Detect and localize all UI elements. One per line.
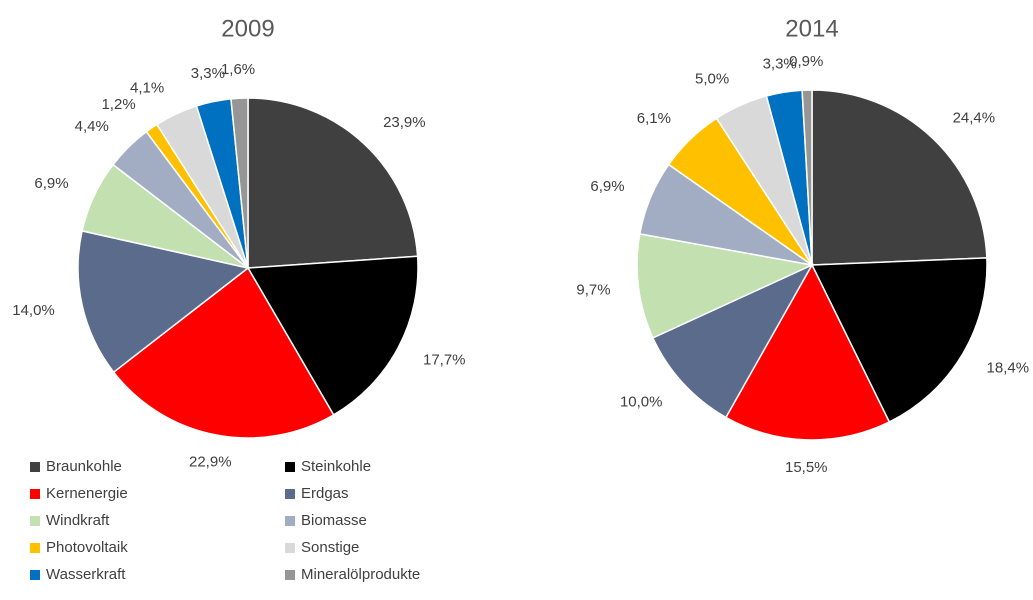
pie-slice — [636, 233, 815, 339]
data-label: 1,2% — [101, 96, 135, 113]
data-label: 9,7% — [576, 281, 610, 298]
legend-swatch — [285, 516, 295, 526]
legend-swatch — [285, 570, 295, 580]
pie-slice — [810, 257, 988, 423]
legend-swatch — [285, 489, 295, 499]
pie-slice — [246, 255, 419, 416]
legend-label: Braunkohle — [46, 458, 122, 475]
data-label: 3,3% — [191, 65, 225, 82]
pie-slice — [77, 230, 250, 374]
data-label: 6,9% — [34, 175, 68, 192]
pie-slice — [724, 263, 891, 441]
data-label: 24,4% — [953, 110, 996, 127]
pie-slice — [247, 97, 419, 269]
data-label: 15,5% — [785, 459, 828, 476]
legend-swatch — [30, 516, 40, 526]
legend-swatch — [30, 570, 40, 580]
pie-slice — [651, 263, 814, 419]
data-label: 18,4% — [987, 360, 1030, 377]
chart-title: 2014 — [785, 15, 838, 42]
legend-swatch — [285, 543, 295, 553]
pie-slice — [811, 89, 988, 266]
legend-swatch — [30, 489, 40, 499]
data-label: 23,9% — [383, 114, 426, 131]
legend-label: Wasserkraft — [46, 566, 126, 583]
legend-swatch — [30, 462, 40, 472]
data-label: 6,9% — [590, 178, 624, 195]
data-label: 4,4% — [75, 118, 109, 135]
legend-swatch — [30, 543, 40, 553]
legend-label: Biomasse — [301, 512, 367, 529]
data-label: 22,9% — [189, 453, 232, 470]
data-label: 14,0% — [12, 302, 55, 319]
legend-label: Steinkohle — [301, 458, 371, 475]
data-label: 6,1% — [637, 110, 671, 127]
data-label: 10,0% — [620, 393, 663, 410]
legend-label: Sonstige — [301, 539, 359, 556]
data-label: 1,6% — [221, 61, 255, 78]
legend-label: Windkraft — [46, 512, 110, 529]
data-label: 4,1% — [130, 80, 164, 97]
data-label: 3,3% — [763, 56, 797, 73]
legend-label: Erdgas — [301, 485, 349, 502]
chart-title: 2009 — [221, 15, 274, 42]
pie-slice — [112, 266, 335, 439]
legend-swatch — [285, 462, 295, 472]
legend-label: Kernenergie — [46, 485, 128, 502]
legend-label: Photovoltaik — [46, 539, 128, 556]
data-label: 0,9% — [789, 53, 823, 70]
pie-slice — [801, 89, 813, 266]
data-label: 5,0% — [695, 71, 729, 88]
data-label: 17,7% — [423, 352, 466, 369]
pie-slice — [230, 97, 249, 269]
legend-label: Mineralölprodukte — [301, 566, 420, 583]
